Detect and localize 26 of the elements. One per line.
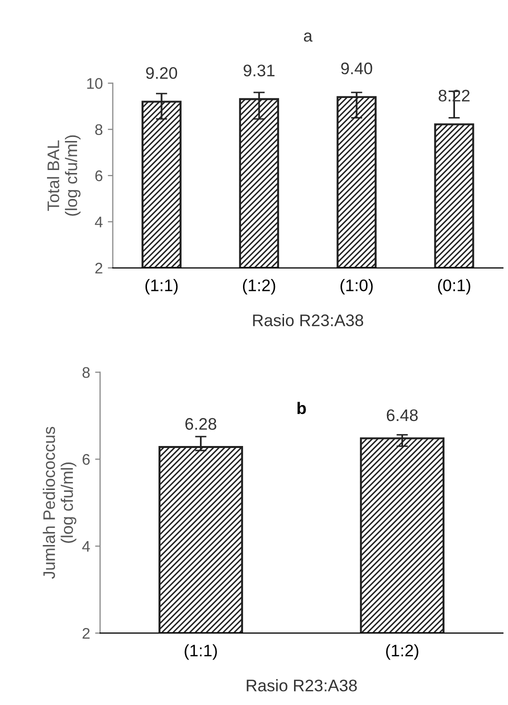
y-axis-title: Jumlah Pediococcus (log cfu/ml) [42,426,76,579]
x-tick-label: (1:0) [340,279,373,295]
data-label: 9.31 [244,64,274,76]
y-tick-label: 2 [82,628,90,639]
annotation: b [298,402,306,414]
y-tick-label: 2 [95,262,102,274]
data-label: 9.20 [146,67,178,79]
y-tick-label: 10 [87,78,102,89]
y-tick-label: 8 [95,124,102,136]
x-axis-title: Rasio R23:A38 [246,679,357,692]
y-tick-label: 8 [82,367,90,378]
y-tick-label: 6 [95,170,102,182]
y-tick-label: 4 [94,216,103,228]
y-tick-label: 6 [82,454,90,465]
y-axis-title: Total BAL (log cfu/ml) [47,135,81,216]
x-tick-label: (1:1) [145,279,178,295]
y-tick-label: 4 [82,541,90,552]
x-tick-label: (1:2) [386,644,418,660]
data-label: 6.28 [185,418,216,430]
data-label: 6.48 [386,409,418,422]
x-tick-label: (1:2) [242,279,276,295]
x-tick-label: (1:1) [184,644,217,660]
x-tick-label: (0:1) [438,279,470,295]
data-label: 9.40 [341,62,372,74]
x-axis-title: Rasio R23:A38 [253,314,364,326]
chart-title: a [304,32,312,42]
